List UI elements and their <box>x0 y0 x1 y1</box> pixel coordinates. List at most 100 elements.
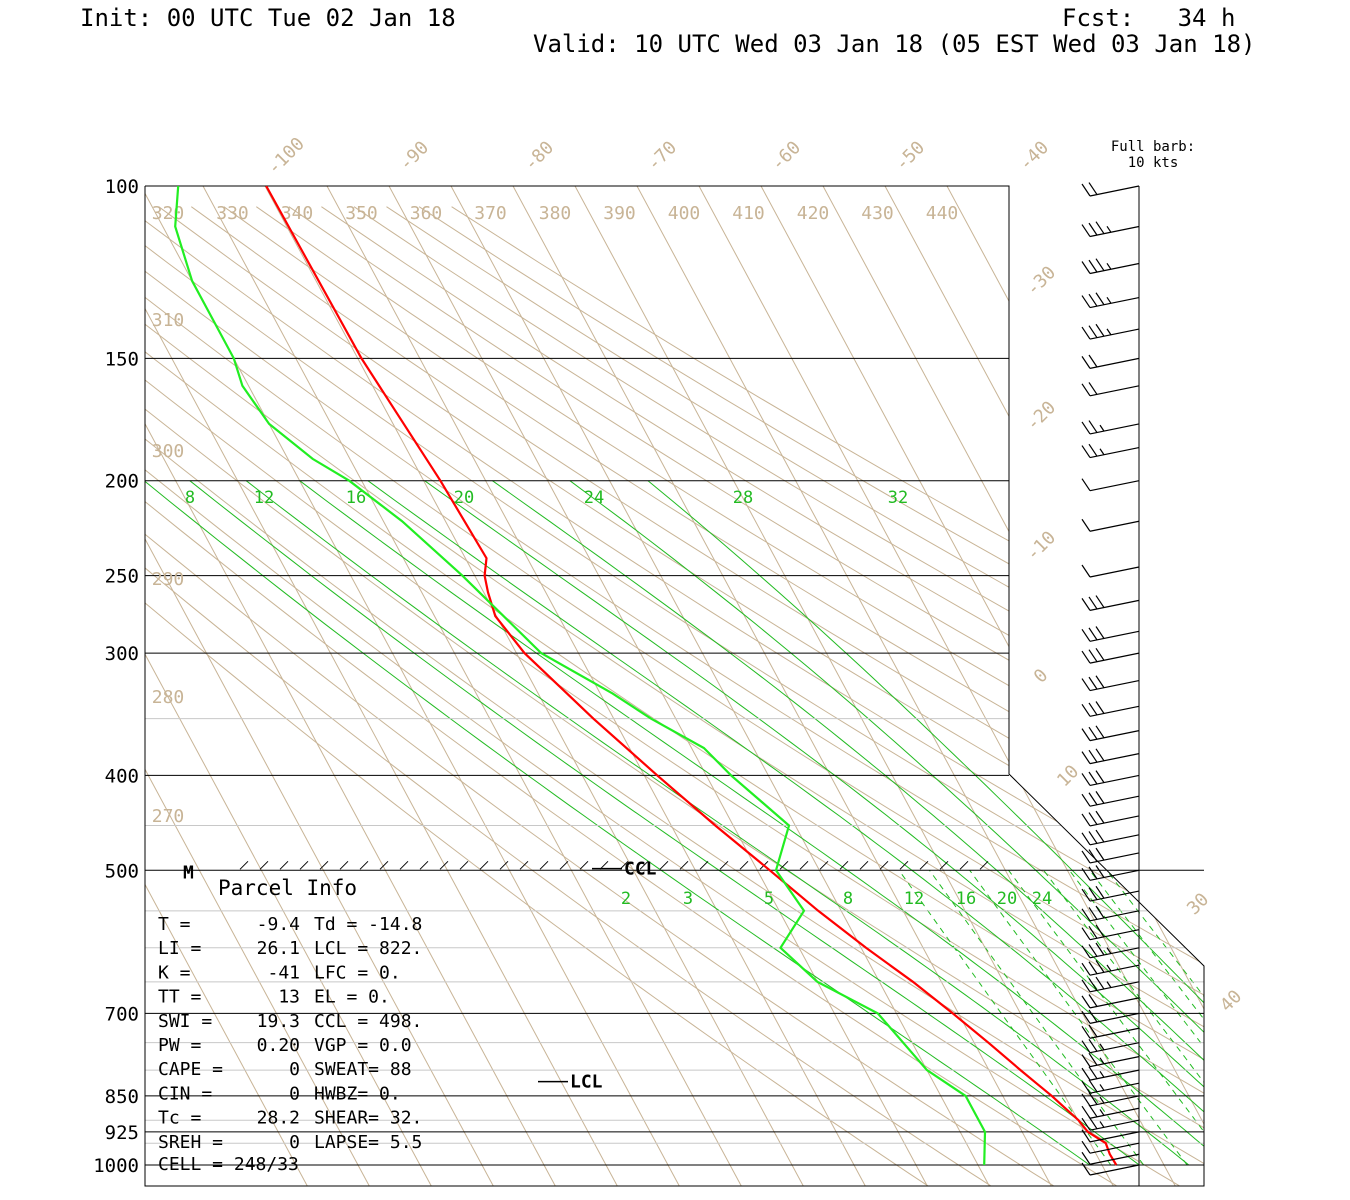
dry-adiabat-line <box>288 206 1204 1186</box>
wind-barb-staff <box>1089 1056 1140 1068</box>
isotherm-line <box>426 186 990 1186</box>
wind-barb-flag <box>1088 831 1098 844</box>
wind-barb-flag <box>1081 832 1091 846</box>
wind-barb <box>1081 885 1140 902</box>
wind-barb-staff <box>1089 705 1140 717</box>
parcel-row-right: VGP = 0.0 <box>314 1035 412 1056</box>
parcel-row-value: -9.4 <box>257 914 300 935</box>
hatch-tick <box>959 860 969 870</box>
hatch-tick <box>299 860 309 870</box>
wind-barb-flag <box>1095 791 1105 804</box>
isotherm-line <box>145 186 308 1186</box>
dry-adiabat-line <box>158 206 1204 1186</box>
wind-barb-flag <box>1081 813 1091 827</box>
wind-barb <box>1081 1038 1140 1054</box>
dry-adiabat-line <box>145 206 1204 1186</box>
theta-label: 270 <box>152 806 185 827</box>
isotherm-line <box>612 186 1176 1186</box>
wind-barb-flag <box>1081 1080 1091 1094</box>
wind-barb-flag <box>1081 979 1091 993</box>
wind-barb-flag <box>1095 595 1105 608</box>
isotherm-label: -90 <box>395 137 433 175</box>
hatch-tick <box>399 860 409 870</box>
isotherm-label: -60 <box>767 137 805 175</box>
hatch-tick <box>439 860 449 870</box>
wind-barb-staff <box>1089 566 1140 578</box>
wind-barb <box>1081 382 1140 397</box>
hatch-tick <box>499 860 509 870</box>
wind-barb-half <box>1106 964 1112 972</box>
wind-barb-staff <box>1089 852 1140 864</box>
wind-barb-staff <box>1089 1107 1140 1119</box>
moist-adiabat-line <box>569 480 1204 1166</box>
wind-barb-staff <box>1089 1069 1140 1081</box>
moist-adiabat-line <box>367 480 1204 1166</box>
wind-barb <box>1081 647 1140 664</box>
isotherm-label: -80 <box>520 137 558 175</box>
wind-barb <box>1081 595 1140 611</box>
isotherm-label: 10 <box>1053 761 1083 791</box>
wind-barb <box>1081 323 1140 340</box>
isotherm-label: -100 <box>263 133 309 179</box>
wind-barb-flag <box>1081 183 1091 197</box>
wind-barb-flag <box>1088 443 1098 457</box>
parcel-row-right: EL = 0. <box>314 987 390 1008</box>
wind-barb-staff <box>1089 890 1140 902</box>
parcel-row-value: 28.2 <box>257 1108 300 1129</box>
wind-barb <box>1081 1079 1140 1094</box>
plot-border <box>144 185 1205 1187</box>
wind-barbs <box>1081 182 1140 1186</box>
parcel-row-label: T = <box>158 914 191 935</box>
wind-barb <box>1081 1024 1140 1039</box>
wind-barb-staff <box>1089 947 1140 959</box>
wind-barb-flag <box>1095 829 1105 843</box>
temperature-profile <box>265 186 1118 1166</box>
wind-barb-flag <box>1095 725 1105 739</box>
wind-barb-half <box>1099 1121 1105 1128</box>
wind-barb-staff <box>1089 630 1140 642</box>
wind-barb-flag <box>1088 627 1098 641</box>
mixing-ratio-label: 24 <box>584 488 604 508</box>
wind-barb-staff <box>1089 1131 1140 1143</box>
dry-adiabat-line <box>145 206 1204 1186</box>
wind-barb <box>1081 675 1140 692</box>
wind-barb-flag <box>1088 1066 1098 1080</box>
wind-barb-flag <box>1088 702 1098 716</box>
wind-barb <box>1081 865 1140 881</box>
wind-barb-staff <box>1089 679 1140 692</box>
hatch-tick <box>339 860 349 870</box>
isotherm-label: -50 <box>891 137 929 175</box>
isotherm-line <box>488 186 1052 1186</box>
wind-barb-flag <box>1088 1092 1098 1105</box>
wind-barb-flag <box>1095 942 1105 956</box>
hatch-tick <box>699 860 709 870</box>
wind-barb-staff <box>1089 1142 1140 1154</box>
isotherm-line <box>145 186 370 1186</box>
wind-barb-flag <box>1081 1151 1091 1165</box>
wind-barb-flag <box>1095 810 1105 824</box>
wind-barb-half <box>1099 1096 1105 1104</box>
wind-barb-flag <box>1088 726 1098 740</box>
wind-barb-flag <box>1088 325 1098 338</box>
dry-adiabat-line <box>418 206 1204 1186</box>
wind-barb-flag <box>1081 628 1091 642</box>
wind-barb-flag <box>1081 261 1091 274</box>
dewpoint-profile <box>174 186 987 1166</box>
wind-barb-flag <box>1081 1067 1091 1081</box>
wind-barb-flag <box>1081 927 1091 941</box>
wind-barb-staff <box>1089 910 1140 922</box>
wind-barb-flag <box>1081 564 1091 578</box>
mixing-ratio-line <box>1008 870 1204 1166</box>
valid-time: Valid: 10 UTC Wed 03 Jan 18 (05 EST Wed … <box>533 30 1256 58</box>
isotherm-label: -40 <box>1015 137 1053 175</box>
wind-barb-flag <box>1088 1024 1098 1038</box>
theta-label: 310 <box>152 310 185 331</box>
wind-barb <box>1081 725 1140 742</box>
wind-barb <box>1081 182 1140 197</box>
hatch-tick <box>279 860 289 870</box>
isotherm-line <box>984 186 1204 1186</box>
theta-label: 360 <box>410 203 443 224</box>
theta-label: 380 <box>539 203 572 224</box>
wind-barb-flag <box>1081 1117 1091 1131</box>
